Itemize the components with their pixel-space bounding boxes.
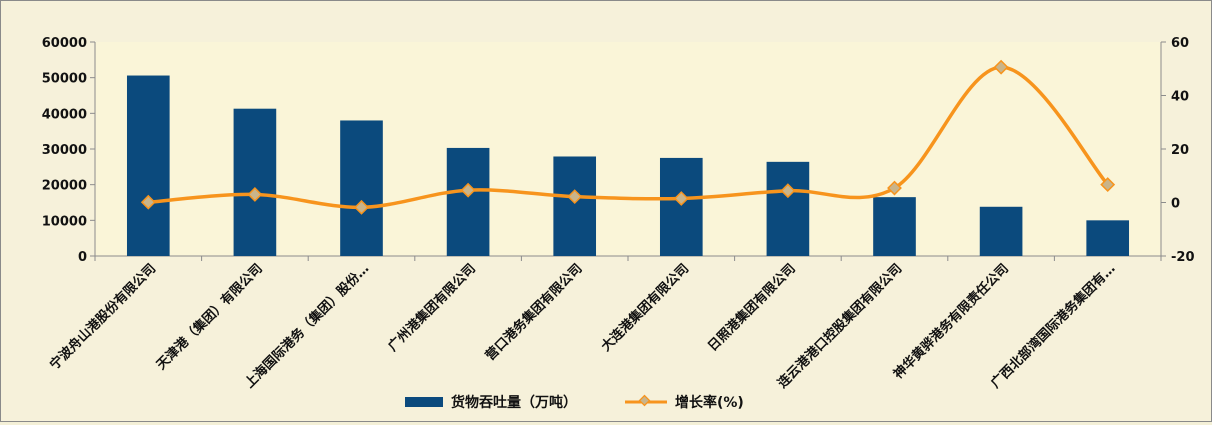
right-tick-label: 40 (1171, 90, 1189, 105)
growth-rate-point (567, 189, 583, 205)
growth-rate-point (354, 199, 369, 215)
growth-rate-point (460, 182, 476, 198)
growth-rate-point (673, 191, 689, 206)
growth-rate-line (148, 65, 1110, 210)
left-tick-label: 0 (78, 250, 87, 265)
legend: 货物吞吐量（万吨） 增长率(%) (405, 394, 744, 411)
bar (233, 108, 277, 257)
growth-rate-point (1100, 177, 1116, 193)
bar (446, 147, 490, 256)
category-label: 天津港（集团）有限公司 (153, 261, 265, 373)
category-label: 宁波舟山港股份有限公司 (47, 261, 159, 373)
growth-rate-point (780, 183, 796, 199)
left-tick-label: 10000 (42, 214, 87, 229)
bar (766, 161, 810, 256)
left-tick-label: 50000 (42, 72, 87, 87)
bar-series-layer (126, 75, 1130, 257)
right-tick-label: -20 (1171, 250, 1195, 265)
category-label: 广州港集团有限公司 (385, 261, 479, 355)
left-tick-label: 60000 (42, 36, 87, 51)
bar (553, 156, 597, 256)
right-tick-label: 0 (1171, 197, 1180, 212)
growth-rate-point (993, 59, 1009, 75)
bar (659, 157, 703, 256)
legend-bar-swatch (405, 397, 443, 407)
category-label: 神华黄骅港务有限责任公司 (890, 261, 1012, 383)
legend-line-label: 增长率(%) (675, 394, 744, 411)
left-tick-label: 30000 (42, 143, 87, 158)
growth-rate-point (247, 187, 263, 202)
bar (1086, 220, 1130, 256)
category-label: 营口港务集团有限公司 (482, 261, 585, 364)
legend-line-marker (638, 394, 651, 407)
growth-rate-point (887, 180, 902, 196)
category-label: 上海国际港务（集团）股份… (242, 261, 373, 392)
growth-rate-point (140, 194, 156, 210)
bar (126, 75, 170, 256)
line-series-layer (140, 59, 1116, 215)
bar (873, 197, 916, 256)
bar (340, 120, 383, 256)
left-tick-label: 20000 (42, 179, 87, 194)
category-label: 大连港集团有限公司 (598, 261, 692, 355)
legend-bar-label: 货物吞吐量（万吨） (450, 394, 577, 411)
right-tick-label: 60 (1171, 36, 1189, 51)
right-tick-label: 20 (1171, 143, 1189, 158)
category-label: 广西北部湾国际港务集团有… (988, 261, 1119, 392)
left-tick-label: 40000 (42, 107, 87, 122)
bar (979, 206, 1023, 256)
category-label: 日照港集团有限公司 (705, 261, 799, 355)
category-label: 连云港港口控股集团有限公司 (775, 261, 906, 392)
